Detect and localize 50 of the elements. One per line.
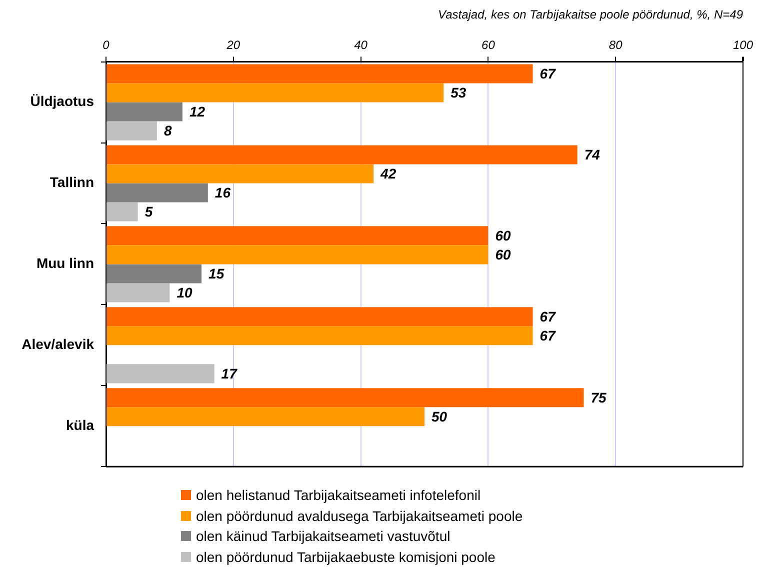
bar xyxy=(106,326,533,346)
bar xyxy=(106,183,208,202)
chart-title: Vastajad, kes on Tarbijakaitse poole pöördunud, %, N=49 xyxy=(438,8,744,22)
data-label: 60 xyxy=(495,246,511,263)
data-label: 5 xyxy=(144,204,153,220)
x-tick-label: 40 xyxy=(354,38,368,52)
bar xyxy=(106,388,584,408)
bar xyxy=(106,64,533,84)
y-tick-label: Muu linn xyxy=(36,255,94,272)
data-label: 15 xyxy=(208,266,224,282)
bar xyxy=(106,164,374,184)
bar xyxy=(106,226,488,246)
data-label: 10 xyxy=(176,284,192,301)
bar xyxy=(106,264,202,284)
bar xyxy=(106,202,138,222)
bar xyxy=(106,307,533,326)
data-label: 67 xyxy=(540,328,557,344)
x-tick-label: 80 xyxy=(608,38,623,52)
y-tick-label: küla xyxy=(66,416,94,433)
data-label: 16 xyxy=(214,184,231,201)
x-tick-label: 20 xyxy=(226,38,240,52)
legend-label: olen käinud Tarbijakaitseameti vastuvõtul xyxy=(196,528,450,544)
data-label: 75 xyxy=(590,389,607,406)
data-label: 12 xyxy=(189,104,206,120)
bar xyxy=(106,83,444,102)
bar xyxy=(106,407,424,426)
bar xyxy=(106,283,170,302)
y-tick-label: Alev/alevik xyxy=(22,336,94,352)
y-tick-label: Üldjaotus xyxy=(30,93,94,110)
data-label: 50 xyxy=(432,408,448,424)
data-label: 8 xyxy=(164,122,172,139)
data-label: 17 xyxy=(221,366,238,382)
bar xyxy=(106,121,157,140)
data-label: 53 xyxy=(450,84,466,101)
legend-label: olen pöördunud avaldusega Tarbijakaitseameti poole xyxy=(196,508,523,524)
x-tick-label: 0 xyxy=(102,38,110,52)
bar xyxy=(106,102,182,122)
legend-label: olen pöördunud Tarbijakaebuste komisjoni poole xyxy=(196,548,496,565)
data-label: 67 xyxy=(540,308,557,324)
bar xyxy=(106,364,214,384)
data-label: 74 xyxy=(584,146,600,163)
data-label: 42 xyxy=(380,166,396,182)
y-tick-label: Tallinn xyxy=(50,174,94,190)
data-label: 60 xyxy=(495,228,511,244)
legend-label: olen helistanud Tarbijakaitseameti infotelefonil xyxy=(196,487,481,504)
x-tick-label: 100 xyxy=(732,38,754,52)
bar xyxy=(106,145,578,164)
x-tick-label: 60 xyxy=(482,38,496,52)
bar xyxy=(106,245,488,264)
data-label: 67 xyxy=(540,66,557,82)
